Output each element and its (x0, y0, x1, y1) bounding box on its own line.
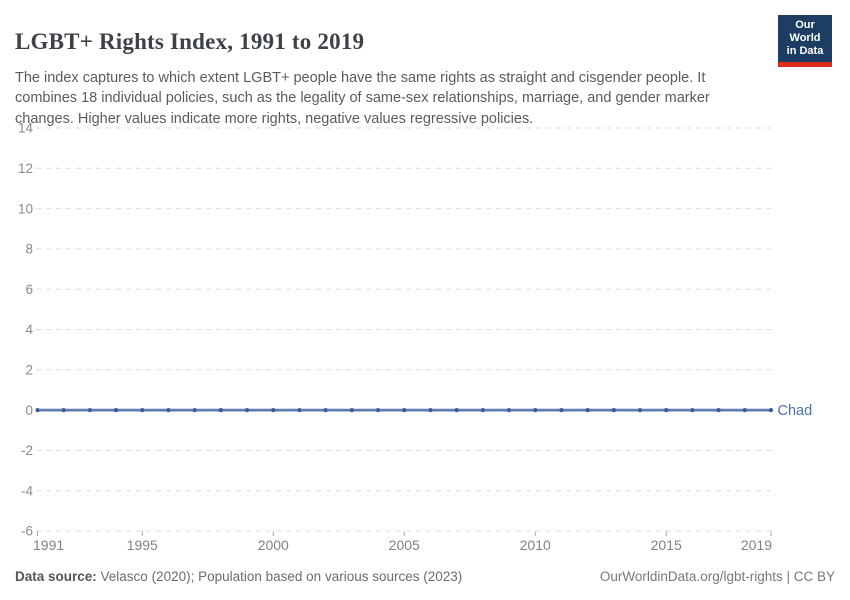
data-point[interactable] (113, 408, 119, 413)
data-point[interactable] (428, 408, 433, 413)
data-point[interactable] (271, 408, 276, 413)
chart-footer: Data source: Velasco (2020); Population … (0, 569, 850, 584)
data-source-note: Data source: Velasco (2020); Population … (15, 569, 462, 584)
y-tick-label: 10 (18, 201, 33, 216)
data-point[interactable] (742, 408, 747, 413)
x-tick-label: 2019 (741, 537, 772, 553)
chart-subtitle: The index captures to which extent LGBT+… (15, 69, 710, 127)
y-tick-label: 12 (18, 161, 33, 176)
data-point[interactable] (35, 408, 40, 413)
series-end-label[interactable]: Chad (778, 403, 813, 419)
page-title: LGBT+ Rights Index, 1991 to 2019 (15, 29, 365, 55)
y-tick-label: 6 (25, 282, 33, 297)
data-point[interactable] (140, 408, 145, 413)
data-point[interactable] (585, 408, 590, 413)
attribution-link[interactable]: OurWorldinData.org/lgbt-rights | CC BY (599, 569, 835, 584)
data-point[interactable] (716, 408, 721, 413)
data-point[interactable] (506, 408, 512, 413)
data-point[interactable] (559, 408, 564, 413)
data-source-label: Data source: (15, 569, 97, 584)
data-point[interactable] (244, 408, 250, 413)
y-tick-label: 14 (18, 121, 34, 136)
y-tick-label: 8 (25, 242, 33, 257)
x-tick-label: 1991 (33, 537, 64, 553)
data-point[interactable] (768, 408, 774, 413)
data-point[interactable] (690, 408, 695, 413)
y-tick-label: -2 (21, 443, 33, 458)
x-tick-label: 1995 (127, 537, 158, 553)
data-point[interactable] (218, 408, 223, 413)
owid-logo-box: Our World in Data (778, 15, 832, 62)
data-point[interactable] (664, 408, 669, 413)
y-tick-label: -6 (21, 524, 33, 539)
owid-logo-line2: in Data (786, 45, 824, 57)
y-tick-label: 4 (25, 322, 33, 337)
chart-area: 14 12 10 8 6 4 2 0 -2 -4 -6 1991 1995 2000 2005 2010 201… (0, 110, 850, 570)
data-point[interactable] (637, 408, 643, 413)
data-point[interactable] (323, 408, 328, 413)
data-source-text: Velasco (2020); Population based on vari… (96, 569, 463, 584)
owid-logo-line1: Our World (789, 19, 821, 44)
x-tick-label: 2015 (651, 537, 682, 553)
owid-logo-red-strip (778, 62, 832, 67)
data-point[interactable] (375, 408, 381, 413)
y-tick-label: 2 (25, 363, 33, 378)
owid-logo[interactable]: Our World in Data (778, 15, 832, 67)
data-point[interactable] (87, 408, 92, 413)
data-point[interactable] (349, 408, 354, 413)
data-point[interactable] (533, 408, 538, 413)
x-tick-label: 2005 (389, 537, 420, 553)
y-tick-label: -4 (21, 483, 33, 498)
data-point[interactable] (166, 408, 171, 413)
x-tick-label: 2000 (258, 537, 289, 553)
data-point[interactable] (611, 408, 616, 413)
data-point[interactable] (192, 408, 197, 413)
data-point[interactable] (61, 408, 66, 413)
data-point[interactable] (297, 408, 302, 413)
data-point[interactable] (454, 408, 459, 413)
y-tick-label: 0 (25, 403, 33, 418)
data-point[interactable] (480, 408, 485, 413)
x-tick-label: 2010 (520, 537, 551, 553)
data-point[interactable] (402, 408, 407, 413)
